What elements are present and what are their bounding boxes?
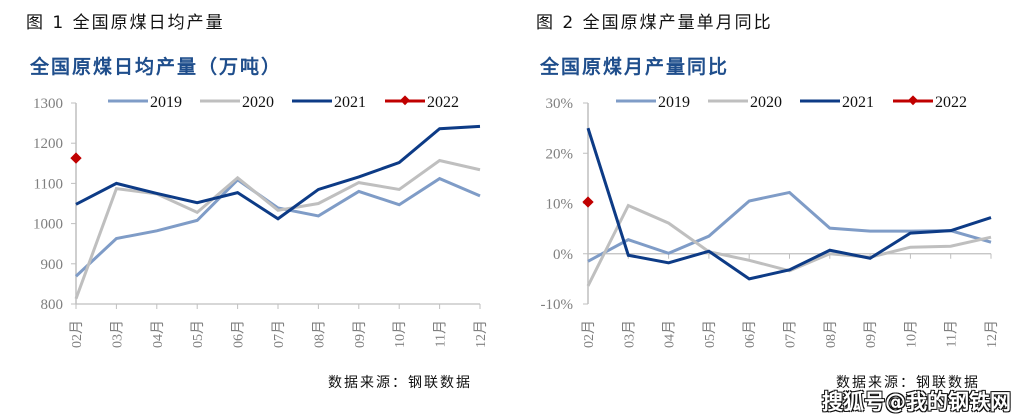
legend-label-2020: 2020: [750, 94, 782, 111]
legend-marker-2022: [908, 95, 918, 106]
y-tick-label: 1300: [33, 96, 63, 112]
y-tick-label: 1100: [34, 176, 63, 192]
x-tick-label: 02月: [581, 320, 597, 348]
chart-1-source: 数据来源：钢联数据: [328, 375, 472, 391]
series-line-2021: [586, 127, 992, 281]
legend-label-2021: 2021: [842, 94, 874, 111]
y-tick-label: 20%: [546, 146, 574, 162]
x-tick-label: 10月: [392, 320, 408, 348]
y-tick-label: 30%: [546, 96, 574, 112]
x-tick-label: 04月: [662, 320, 678, 348]
x-tick-label: 08月: [823, 320, 839, 348]
y-tick-label: 10%: [546, 197, 574, 213]
x-tick-label: 06月: [231, 320, 247, 348]
y-tick-label: -10%: [541, 297, 574, 313]
chart-2-source: 数据来源：钢联数据: [836, 375, 980, 391]
x-tick-label: 03月: [109, 320, 125, 348]
series-line-2019: [587, 190, 992, 263]
y-tick-label: 0%: [553, 247, 573, 263]
x-tick-label: 02月: [69, 320, 85, 348]
y-tick-label: 900: [41, 257, 64, 273]
x-tick-label: 12月: [473, 320, 489, 348]
x-tick-label: 07月: [271, 320, 287, 348]
x-tick-label: 04月: [150, 320, 166, 348]
x-tick-label: 11月: [944, 320, 960, 347]
legend-label-2021: 2021: [334, 94, 366, 111]
legend-label-2022: 2022: [935, 94, 967, 111]
legend-label-2020: 2020: [242, 94, 274, 111]
series-line-2019: [74, 176, 481, 278]
x-tick-label: 08月: [311, 320, 327, 348]
chart-1-title: 全国原煤日均产量（万吨）: [30, 56, 283, 78]
figure-2-caption: 图 2 全国原煤产量单月同比: [536, 13, 773, 33]
x-tick-label: 12月: [984, 320, 1000, 348]
y-tick-label: 1200: [33, 136, 63, 152]
x-tick-label: 03月: [621, 320, 637, 348]
series-line-2020: [74, 158, 481, 300]
figure-1-caption: 图 1 全国原煤日均产量: [26, 13, 225, 33]
y-tick-label: 1000: [33, 217, 63, 233]
x-tick-label: 10月: [903, 320, 919, 348]
legend-label-2022: 2022: [427, 94, 459, 111]
series-line-2021: [75, 124, 481, 221]
x-tick-label: 05月: [190, 320, 206, 348]
watermark: 搜狐号@我的钢铁网: [822, 390, 1011, 414]
legend-label-2019: 2019: [150, 94, 182, 111]
data-point-2022: [582, 196, 594, 208]
x-tick-label: 06月: [742, 320, 758, 348]
chart-1-daily-coal-output: 800 900 1000 1100 1200 1300 02月 03月 04月 05月 06月 07月…: [33, 94, 489, 348]
x-tick-label: 11月: [433, 320, 449, 347]
x-tick-label: 07月: [783, 320, 799, 348]
x-tick-label: 05月: [702, 320, 718, 348]
y-tick-label: 800: [41, 297, 64, 313]
legend-label-2019: 2019: [658, 94, 690, 111]
x-tick-label: 09月: [352, 320, 368, 348]
chart-2-title: 全国原煤月产量同比: [540, 56, 730, 78]
x-tick-label: 09月: [863, 320, 879, 348]
